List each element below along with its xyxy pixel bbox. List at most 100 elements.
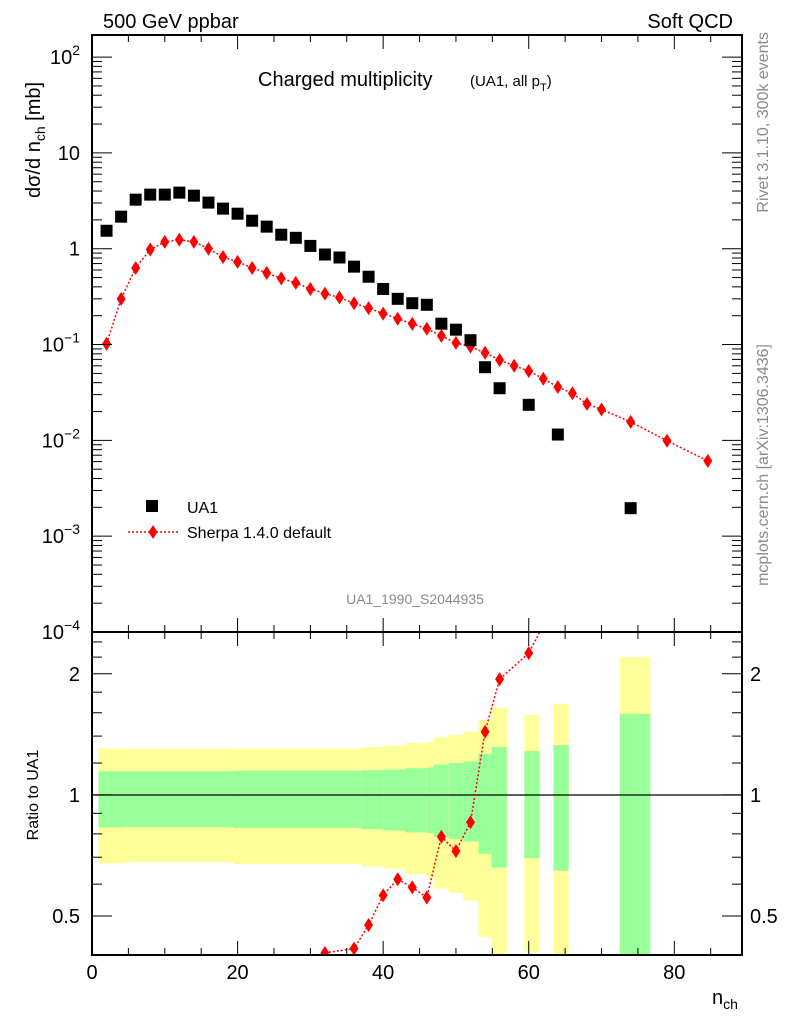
inner-uncertainty-band	[463, 761, 479, 842]
inner-uncertainty-band	[361, 770, 384, 830]
ratio-point	[553, 590, 562, 604]
x-axis-label: nch	[712, 987, 738, 1012]
ua1-point	[522, 398, 535, 411]
ua1-point	[187, 189, 200, 202]
sherpa-point	[233, 254, 243, 269]
y-tick-label: 102	[50, 42, 80, 69]
ua1-point	[318, 248, 331, 261]
ua1-point	[202, 196, 215, 209]
inner-uncertainty-band	[404, 768, 427, 833]
sherpa-point	[131, 260, 141, 275]
sherpa-point	[553, 380, 563, 395]
ratio-line	[324, 632, 541, 954]
x-tick-label: 40	[372, 962, 394, 984]
ratio-y-tick-label-right: 1	[750, 785, 761, 807]
sherpa-point	[451, 335, 461, 350]
inner-uncertainty-band	[125, 771, 234, 828]
ua1-point	[173, 186, 186, 199]
ratio-point	[320, 945, 330, 955]
y-tick-label: 1	[69, 239, 80, 261]
uncertainty-bands	[98, 657, 651, 955]
ua1-point	[377, 282, 390, 295]
sherpa-point	[524, 363, 534, 378]
ratio-point	[524, 646, 534, 661]
analysis-watermark: UA1_1990_S2044935	[346, 591, 484, 607]
ratio-point	[364, 917, 374, 932]
axes: 0 20 40 60 80 102 10 1 10−1 10−2 10−3 10−4 0.5 0.5 1 1 2…	[42, 35, 778, 984]
ua1-point	[246, 214, 259, 227]
inner-uncertainty-band	[434, 764, 449, 837]
ua1-point	[129, 193, 142, 206]
main-panel-series	[100, 186, 713, 515]
ua1-point	[362, 270, 375, 283]
sherpa-point	[218, 249, 228, 264]
ratio-panel-frame	[91, 631, 743, 956]
sherpa-point	[422, 321, 432, 336]
ua1-point	[289, 231, 302, 244]
sherpa-point	[662, 433, 672, 448]
ua1-point	[333, 251, 346, 264]
legend-ua1-label: UA1	[187, 500, 218, 517]
inner-uncertainty-band	[524, 751, 540, 859]
sherpa-point	[145, 242, 155, 257]
inner-uncertainty-band	[98, 771, 126, 828]
sherpa-point	[436, 328, 446, 343]
inner-uncertainty-band	[448, 763, 464, 840]
ua1-point	[493, 382, 506, 395]
legend-sherpa-label: Sherpa 1.4.0 default	[187, 525, 332, 542]
sherpa-point	[582, 396, 592, 411]
ratio-point	[393, 872, 403, 887]
sherpa-point	[626, 414, 636, 429]
ratio-point	[451, 844, 461, 859]
ua1-point	[449, 323, 462, 336]
legend-sherpa-marker	[148, 525, 158, 539]
sherpa-line	[105, 239, 709, 462]
ratio-point	[378, 888, 388, 903]
sherpa-point	[538, 371, 548, 386]
sherpa-point	[203, 241, 213, 256]
y-tick-label: 10−4	[42, 617, 80, 644]
ratio-point	[465, 815, 475, 830]
ua1-point	[275, 228, 288, 241]
ua1-point	[217, 202, 230, 215]
sherpa-point	[407, 316, 417, 331]
sherpa-point	[247, 260, 257, 275]
inner-uncertainty-band	[233, 770, 362, 828]
sherpa-point	[703, 453, 713, 468]
ratio-axis-label: Ratio to UA1	[25, 750, 42, 841]
y-tick-label: 10	[58, 143, 80, 165]
sherpa-point	[320, 286, 330, 301]
sherpa-point	[291, 275, 301, 290]
rivet-version-text: Rivet 3.1.10, 300k events	[755, 32, 772, 213]
ratio-y-tick-label: 1	[69, 785, 80, 807]
inner-uncertainty-band	[426, 767, 435, 834]
inner-uncertainty-band	[553, 745, 569, 871]
ua1-point	[144, 188, 157, 201]
inner-uncertainty-band	[478, 753, 492, 854]
sherpa-point	[276, 271, 286, 286]
ratio-panel-series	[320, 590, 562, 955]
sherpa-point	[597, 402, 607, 417]
legend: UA1 Sherpa 1.4.0 default	[128, 500, 332, 542]
sherpa-point	[393, 311, 403, 326]
ua1-point	[420, 298, 433, 311]
sherpa-point	[567, 386, 577, 401]
ratio-point	[407, 880, 417, 895]
ua1-point	[551, 428, 564, 441]
sherpa-point	[116, 291, 126, 306]
ratio-point	[422, 890, 432, 905]
ratio-point	[436, 829, 446, 844]
chart-title: Charged multiplicity	[258, 69, 433, 91]
sherpa-point	[349, 296, 359, 311]
header-left: 500 GeV ppbar	[103, 11, 239, 33]
sherpa-point	[334, 290, 344, 305]
ua1-point	[406, 297, 419, 310]
ua1-point	[479, 361, 492, 374]
ratio-point	[349, 941, 359, 955]
legend-ua1-marker	[146, 500, 158, 512]
sherpa-point	[305, 281, 315, 296]
y-axis-label: dσ/d nch [mb]	[23, 82, 48, 198]
sherpa-point	[189, 234, 199, 249]
sherpa-point	[480, 345, 490, 360]
